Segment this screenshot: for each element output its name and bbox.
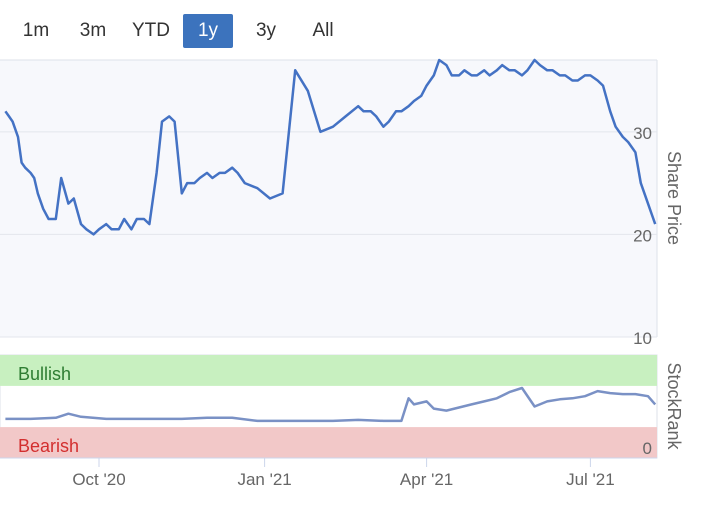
price-plot-background	[0, 60, 657, 337]
price-y-axis-title: Share Price	[664, 151, 684, 245]
band-label-bearish: Bearish	[18, 436, 79, 456]
range-3m-button[interactable]: 3m	[79, 20, 107, 41]
price-y-tick-label: 10	[633, 329, 652, 348]
rank-y-axis-title: StockRank	[664, 362, 684, 450]
x-tick-label: Jan '21	[237, 470, 291, 489]
rank-y-tick-label: 0	[643, 439, 652, 458]
x-tick-label: Jul '21	[566, 470, 615, 489]
band-bullish	[0, 355, 657, 386]
band-bearish	[0, 427, 657, 458]
price-y-tick-label: 20	[633, 226, 652, 245]
band-label-bullish: Bullish	[18, 364, 71, 384]
range-selector: 1m 3m YTD 1y 3y All	[0, 12, 400, 50]
range-1m-button[interactable]: 1m	[22, 20, 50, 41]
x-tick-label: Apr '21	[400, 470, 453, 489]
x-tick-label: Oct '20	[72, 470, 125, 489]
range-all-button[interactable]: All	[312, 20, 334, 41]
stockrank-line	[5, 386, 657, 423]
range-1y-button[interactable]: 1y	[183, 14, 233, 48]
share-price-line	[4, 58, 657, 236]
range-3y-button[interactable]: 3y	[255, 20, 277, 41]
range-ytd-button[interactable]: YTD	[132, 20, 170, 41]
price-y-tick-label: 30	[633, 124, 652, 143]
